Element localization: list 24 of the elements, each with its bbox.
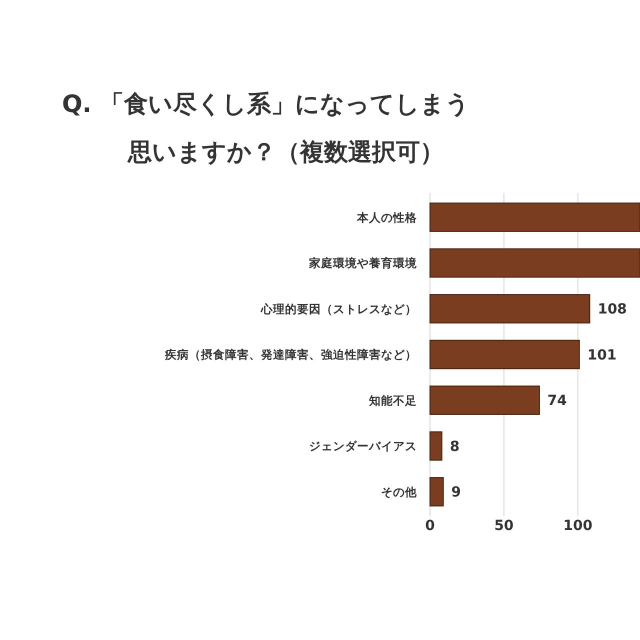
bar [430, 202, 640, 232]
chart-subtitle: 思いますか？（複数選択可） [127, 138, 444, 166]
y-tick-label: 知能不足 [368, 393, 417, 408]
y-tick-label: 疾病（摂食障害、発達障害、強迫性障害など） [164, 348, 417, 362]
data-label: 9 [451, 484, 462, 501]
x-tick-label: 0 [425, 518, 436, 534]
y-tick-label: その他 [381, 484, 418, 499]
bar [430, 477, 444, 506]
chart-title: Q. 「食い尽くし系」になってしまう [62, 90, 470, 118]
x-tick-label: 50 [494, 518, 514, 534]
y-tick-label: ジェンダーバイアス [309, 439, 417, 454]
data-label: 108 [598, 302, 627, 318]
bar [430, 294, 590, 324]
x-tick-label: 100 [563, 518, 593, 534]
bar [430, 248, 640, 278]
bar [430, 340, 580, 370]
data-label: 8 [450, 438, 460, 455]
y-tick-label: 心理的要因（ストレスなど） [260, 302, 417, 316]
y-tick-label: 本人の性格 [356, 210, 418, 224]
y-tick-label: 家庭環境や養育環境 [308, 256, 418, 270]
data-label: 101 [587, 347, 617, 364]
data-label: 74 [547, 393, 568, 410]
bar [430, 386, 540, 415]
bar [430, 431, 442, 461]
